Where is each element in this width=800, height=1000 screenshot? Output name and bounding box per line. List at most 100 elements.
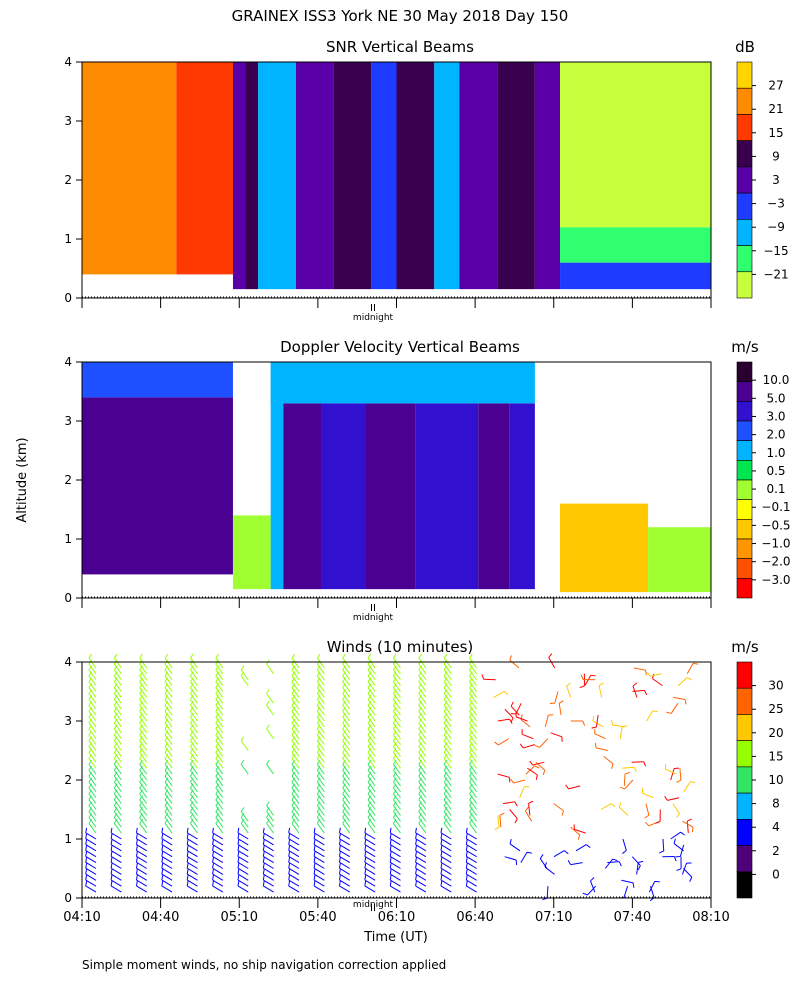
- wind-barb-flag: [186, 863, 189, 869]
- wind-barb-flag: [389, 839, 392, 845]
- wind-barb-flag: [110, 845, 113, 851]
- wind-barb: [88, 764, 97, 775]
- wind-barb: [291, 657, 300, 669]
- wind-barb: [600, 803, 612, 810]
- wind-barb: [240, 811, 249, 822]
- wind-barb: [367, 699, 376, 710]
- wind-barb: [88, 799, 97, 810]
- wind-barb: [110, 867, 122, 875]
- wind-barb-flag: [313, 863, 316, 869]
- wind-barb: [682, 820, 694, 828]
- wind-barb: [389, 885, 401, 893]
- wind-barb-flag: [645, 821, 650, 827]
- colorbar-swatch: [736, 440, 753, 461]
- wind-barb-flag: [161, 863, 164, 869]
- wind-barb-flag: [85, 869, 88, 875]
- wind-barb-flag: [316, 653, 321, 659]
- wind-barb: [88, 758, 97, 769]
- wind-barb: [342, 805, 351, 816]
- panel-doppler: Doppler Velocity Vertical Beams 0 1 2 3 4 mi…: [64, 338, 790, 623]
- wind-barb-flag: [673, 856, 677, 862]
- wind-barb: [215, 669, 224, 680]
- y-tick-label: 3: [64, 714, 72, 728]
- wind-barb: [466, 850, 477, 858]
- wind-barb: [469, 716, 478, 728]
- wind-barb: [139, 687, 148, 698]
- wind-barb: [186, 873, 198, 881]
- wind-barb-flag: [110, 857, 113, 863]
- wind-barb: [670, 831, 681, 840]
- wind-barb: [342, 787, 351, 798]
- wind-barb: [136, 873, 148, 881]
- wind-barb: [367, 681, 376, 692]
- wind-barb-flag: [262, 869, 265, 875]
- wind-barb-flag: [291, 653, 296, 659]
- wind-barb: [266, 805, 275, 816]
- colorbar-tick-label: 2.0: [766, 428, 785, 442]
- wind-barb: [240, 823, 249, 834]
- wind-barb: [367, 728, 376, 739]
- wind-barb: [212, 861, 224, 869]
- wind-barb: [164, 823, 173, 834]
- colorbar-swatch: [736, 61, 753, 89]
- wind-barb: [88, 699, 97, 710]
- wind-barb: [190, 669, 198, 680]
- wind-barb: [469, 657, 478, 669]
- wind-barb-flag: [161, 869, 164, 875]
- wind-barb: [342, 699, 351, 710]
- wind-barb: [215, 781, 224, 793]
- wind-barb-flag: [676, 779, 682, 783]
- wind-barb: [316, 758, 325, 769]
- wind-barb: [237, 832, 249, 840]
- wind-barb: [389, 832, 401, 840]
- wind-barb: [215, 811, 224, 822]
- heatmap-cell: [648, 527, 711, 593]
- wind-barb: [85, 832, 97, 840]
- wind-barb-flag: [237, 869, 240, 875]
- wind-barb: [393, 705, 401, 716]
- wind-barb-flag: [85, 880, 88, 886]
- colorbar-swatch: [736, 845, 753, 873]
- wind-barb: [190, 775, 198, 787]
- wind-barb: [139, 675, 148, 686]
- wind-barb-flag: [509, 718, 513, 724]
- wind-barb: [212, 873, 224, 881]
- wind-barb: [139, 705, 148, 716]
- wind-barb: [288, 867, 300, 875]
- wind-barb: [291, 758, 300, 769]
- wind-barb: [367, 817, 376, 828]
- wind-barb: [313, 879, 325, 887]
- wind-barb: [339, 879, 351, 887]
- heatmap-cell: [459, 62, 498, 290]
- heatmap-cell: [321, 403, 366, 590]
- wind-barb: [440, 838, 452, 846]
- wind-barb: [443, 764, 452, 775]
- wind-barb: [190, 764, 198, 775]
- wind-barb: [88, 675, 97, 686]
- wind-barb: [88, 781, 97, 793]
- colorbar-swatch: [736, 519, 753, 540]
- wind-barb: [113, 669, 122, 680]
- wind-barb-flag: [590, 674, 596, 677]
- wind-barb: [443, 793, 452, 804]
- wind-barb: [342, 728, 351, 739]
- wind-barb: [139, 793, 148, 804]
- wind-barb: [418, 770, 427, 781]
- wind-barb: [342, 734, 351, 745]
- wind-barb: [443, 752, 452, 763]
- wind-barb: [466, 844, 477, 852]
- wind-barb: [418, 746, 427, 757]
- y-tick-label: 4: [64, 55, 72, 69]
- wind-barb-flag: [633, 767, 637, 772]
- colorbar-tick-label: −21: [763, 267, 788, 281]
- wind-barb-flag: [415, 839, 417, 845]
- wind-barb: [263, 850, 274, 858]
- colorbar-swatch: [736, 499, 753, 520]
- wind-barb: [88, 746, 97, 757]
- wind-barb-flag: [469, 653, 473, 659]
- wind-barb: [393, 775, 401, 787]
- wind-barb: [650, 886, 655, 898]
- wind-barb: [139, 758, 148, 769]
- wind-barb: [161, 879, 173, 887]
- wind-barb-flag: [186, 851, 189, 857]
